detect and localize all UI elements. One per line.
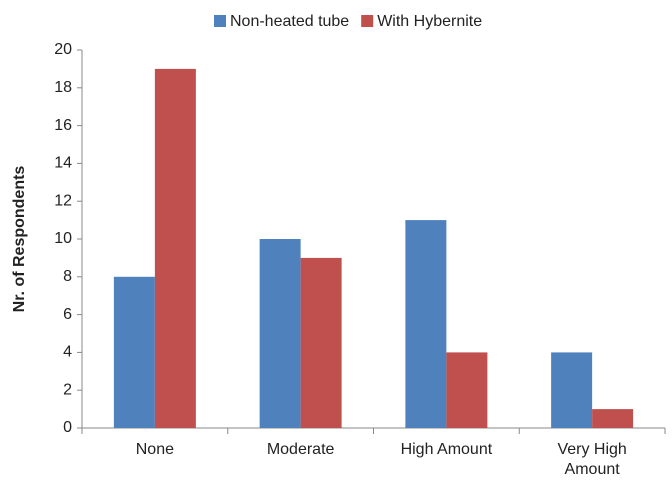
bar (154, 68, 196, 429)
x-tick-label-box: Moderate (266, 441, 335, 458)
bar (405, 220, 447, 428)
bar (551, 352, 593, 428)
bar (446, 352, 488, 428)
legend-label: With Hybernite (377, 13, 482, 30)
legend-swatch (214, 15, 226, 27)
legend-swatch (361, 15, 374, 27)
y-tick-label: 20 (54, 41, 72, 58)
x-tick-label-box: High Amount (400, 441, 493, 458)
y-tick-label: 2 (63, 381, 72, 398)
x-tick-label-box: Very High Amount (557, 441, 627, 478)
x-tick-label: Very High Amount (557, 441, 627, 478)
bar (300, 257, 342, 428)
legend-label: Non-heated tube (230, 13, 349, 30)
x-tick-label: High Amount (400, 441, 493, 458)
y-tick-label: 8 (63, 268, 72, 285)
y-tick-label: 12 (54, 192, 72, 209)
y-tick-label: 4 (63, 344, 72, 361)
bar (592, 409, 634, 428)
y-tick-label: 16 (54, 117, 72, 134)
x-tick-label-box: None (135, 441, 174, 458)
y-tick-label: 18 (54, 79, 72, 96)
bar (259, 239, 301, 428)
y-tick-label: 10 (54, 230, 72, 247)
x-tick-label: None (135, 441, 174, 458)
y-tick-label: 0 (63, 419, 72, 436)
y-axis-label: Nr. of Respondents (11, 166, 28, 313)
y-tick-label: 6 (63, 306, 72, 323)
x-tick-label: Moderate (266, 441, 335, 458)
y-tick-label: 14 (54, 155, 72, 172)
bar (113, 276, 155, 428)
